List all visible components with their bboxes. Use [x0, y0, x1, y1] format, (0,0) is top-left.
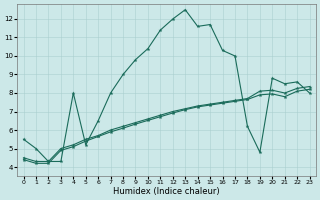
X-axis label: Humidex (Indice chaleur): Humidex (Indice chaleur) [113, 187, 220, 196]
